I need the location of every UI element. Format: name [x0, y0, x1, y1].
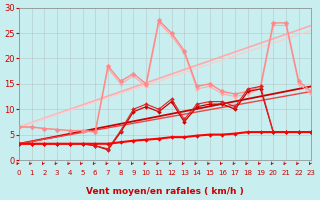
X-axis label: Vent moyen/en rafales ( km/h ): Vent moyen/en rafales ( km/h ): [86, 187, 244, 196]
